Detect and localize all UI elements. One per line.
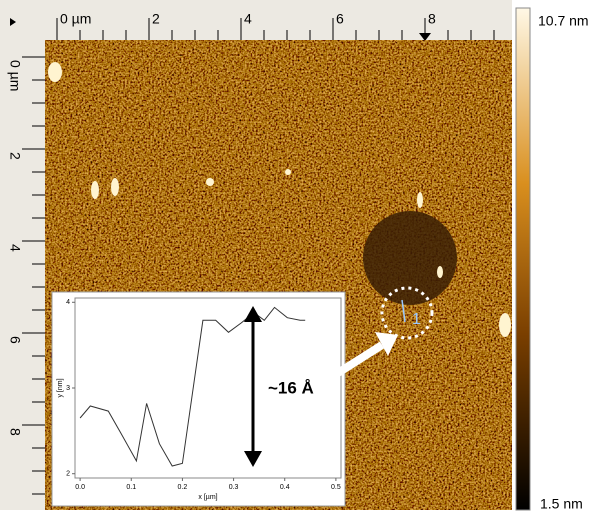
top-ruler-label: 0 µm [60,11,91,27]
top-ruler-label: 6 [336,11,344,27]
particles [48,62,511,337]
x-tick-label: 0.1 [126,484,136,491]
marker-label: 1 [412,311,421,328]
x-tick-label: 0.2 [178,484,188,491]
x-axis-label: x [µm] [198,494,217,501]
y-tick-label: 3 [66,385,70,392]
left-ruler-label: 4 [7,244,23,252]
x-tick-label: 0.4 [280,484,290,491]
x-tick-label: 0.3 [229,484,239,491]
pointer-arrow-head [375,332,398,356]
hole [363,211,457,305]
left-ruler-label: 2 [7,152,23,160]
profile-line [401,299,406,323]
x-tick-label: 0.0 [75,484,85,491]
colorbar-max: 10.7 nm [538,13,589,29]
left-ruler-label: 8 [7,428,23,436]
annotation: ~16 Å [268,378,314,397]
top-ruler-label: 8 [428,11,436,27]
pointer-arrow [327,341,385,382]
plot-area [74,297,342,479]
top-ruler-label: 2 [152,11,160,27]
y-axis-label: y [nm] [57,378,64,397]
colorbar [515,7,531,511]
left-ruler-label: 6 [7,336,23,344]
y-tick-label: 4 [66,299,70,306]
x-tick-label: 0.5 [331,484,341,491]
marker-circle [380,286,434,340]
left-ruler-label: 0 µm [7,60,23,91]
y-tick-label: 2 [66,471,70,478]
profile-line [79,306,306,467]
top-ruler-label: 4 [244,11,252,27]
ruler-arrow [10,18,16,26]
colorbar-min: 1.5 nm [540,496,583,512]
